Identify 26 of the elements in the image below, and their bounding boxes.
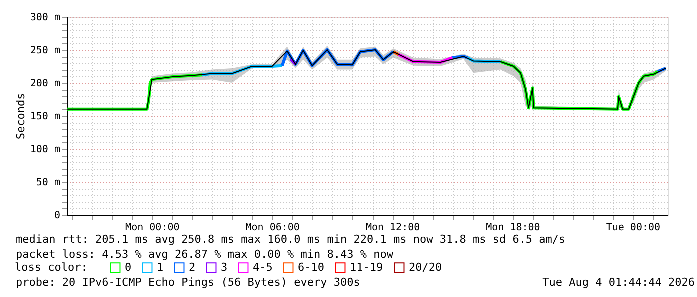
x-tick-label: Tue 00:00 (606, 222, 661, 234)
legend-label: 20/20 (409, 260, 442, 274)
legend-title: loss color: (15, 261, 88, 274)
text: packet loss: 4.53 % avg 26.87 % max 0.00 % min 8.43 % now (16, 248, 394, 261)
legend-label: 0 (125, 260, 132, 274)
y-axis-title: Seconds (14, 93, 28, 140)
legend-label: 11-19 (350, 260, 384, 274)
y-tick-label: 0 (54, 210, 60, 222)
text: probe: 20 IPv6-ICMP Echo Pings (56 Bytes) every 300s (16, 276, 360, 289)
legend-label: 3 (221, 260, 228, 274)
legend-label: 6-10 (298, 260, 324, 274)
legend-label: 1 (157, 260, 164, 274)
text: Tue Aug 4 01:44:44 2026 (542, 276, 695, 289)
legend-label: 4-5 (253, 260, 273, 274)
x-tick-label: Mon 00:00 (126, 222, 180, 234)
y-tick-label: 250 m (30, 46, 60, 56)
y-tick-label: 50 m (36, 178, 60, 188)
x-tick-label: Mon 18:00 (486, 222, 540, 234)
y-tick-label: 200 m (30, 78, 60, 90)
x-tick-label: Mon 12:00 (366, 222, 420, 234)
y-tick-label: 300 m (30, 12, 60, 24)
text: median rtt: 205.1 ms avg 250.8 ms max 160.0 ms min 220.1 ms now 31.8 ms sd 6.5 am/s (16, 233, 566, 246)
y-tick-label: 100 m (30, 144, 60, 156)
y-tick-label: 150 m (30, 112, 60, 122)
legend-label: 2 (189, 260, 196, 274)
x-tick-label: Mon 06:00 (246, 222, 300, 234)
